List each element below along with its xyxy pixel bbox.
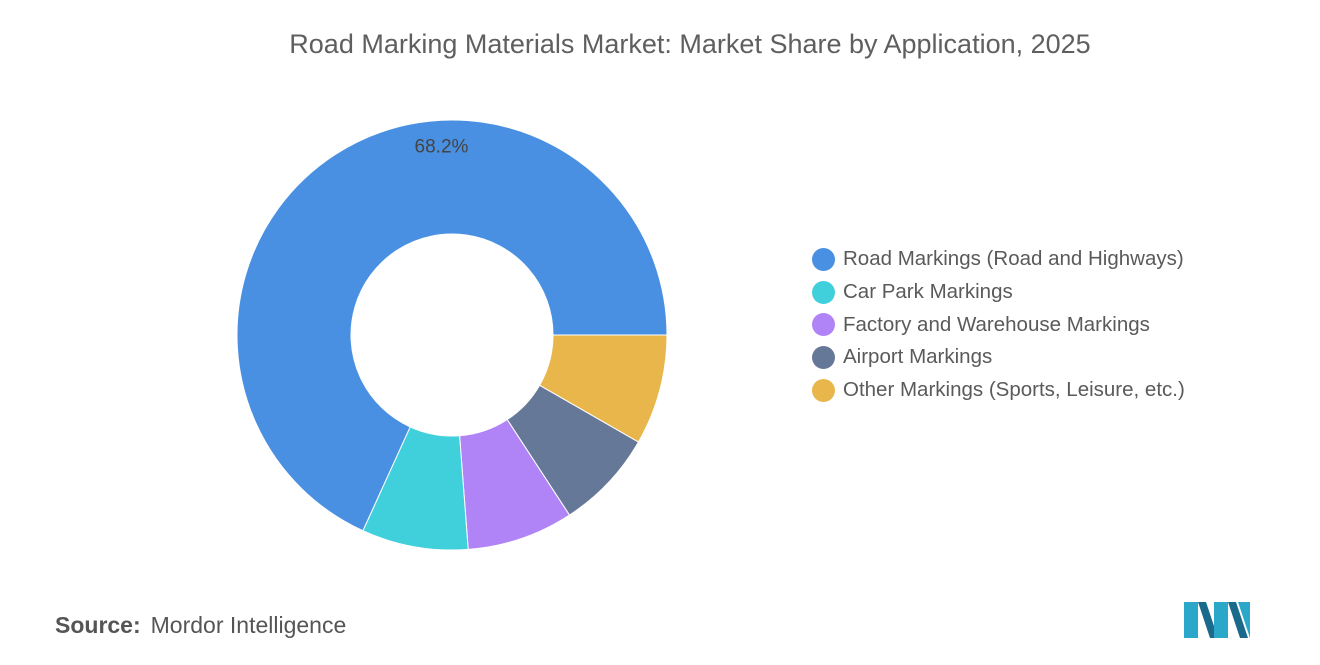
source-value: Mordor Intelligence [150, 612, 347, 638]
legend-swatch [812, 280, 835, 304]
legend-swatch [812, 345, 835, 369]
legend-label: Other Markings (Sports, Leisure, etc.) [843, 378, 1185, 402]
legend-item: Car Park Markings [812, 276, 1185, 309]
mordor-intelligence-logo [1184, 602, 1250, 638]
source-label: Source: [55, 612, 141, 638]
legend-label: Airport Markings [843, 345, 993, 369]
legend-label: Road Markings (Road and Highways) [843, 247, 1184, 271]
legend-swatch [812, 313, 835, 337]
slice-road-markings-road-and-highways [236, 119, 668, 532]
source-note: Source: Mordor Intelligence [55, 612, 346, 639]
chart-title: Road Marking Materials Market: Market Sh… [289, 29, 1091, 59]
chart-legend: Road Markings (Road and Highways) Car Par… [812, 243, 1185, 406]
legend-swatch [812, 247, 835, 271]
legend-item: Airport Markings [812, 341, 1185, 374]
legend-label: Factory and Warehouse Markings [843, 312, 1150, 336]
legend-item: Other Markings (Sports, Leisure, etc.) [812, 374, 1185, 407]
legend-label: Car Park Markings [843, 280, 1013, 304]
slice-value-label: 68.2% [415, 136, 469, 157]
legend-swatch [812, 378, 835, 402]
legend-item: Road Markings (Road and Highways) [812, 243, 1185, 276]
legend-item: Factory and Warehouse Markings [812, 308, 1185, 341]
